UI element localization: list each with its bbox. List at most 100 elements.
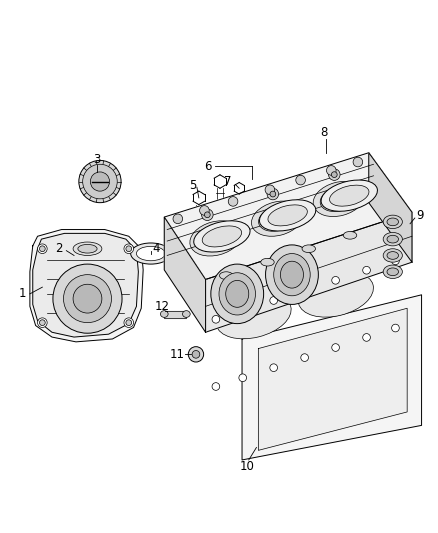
- Circle shape: [53, 264, 122, 333]
- Ellipse shape: [321, 180, 378, 211]
- Ellipse shape: [329, 185, 369, 206]
- Ellipse shape: [387, 235, 399, 243]
- Circle shape: [326, 166, 336, 175]
- Ellipse shape: [268, 205, 307, 226]
- Ellipse shape: [387, 252, 399, 259]
- Circle shape: [239, 306, 247, 314]
- Circle shape: [212, 316, 220, 323]
- Circle shape: [228, 197, 238, 206]
- Polygon shape: [369, 153, 412, 262]
- Circle shape: [392, 257, 399, 265]
- Text: 6: 6: [204, 160, 211, 173]
- Ellipse shape: [274, 254, 310, 296]
- Ellipse shape: [202, 226, 242, 247]
- Ellipse shape: [265, 245, 318, 304]
- Circle shape: [265, 185, 275, 195]
- Circle shape: [212, 383, 220, 390]
- Circle shape: [126, 246, 132, 252]
- Ellipse shape: [383, 232, 403, 246]
- Polygon shape: [205, 212, 412, 332]
- Text: 7: 7: [224, 175, 231, 188]
- Circle shape: [392, 324, 399, 332]
- Circle shape: [205, 212, 210, 217]
- Ellipse shape: [320, 187, 358, 212]
- Ellipse shape: [183, 311, 190, 317]
- Circle shape: [124, 244, 134, 254]
- Ellipse shape: [73, 242, 102, 255]
- Circle shape: [363, 334, 371, 341]
- Circle shape: [188, 346, 204, 362]
- Circle shape: [363, 266, 371, 274]
- Ellipse shape: [160, 311, 168, 317]
- Ellipse shape: [211, 264, 264, 324]
- Circle shape: [83, 164, 117, 199]
- Ellipse shape: [385, 218, 398, 225]
- Circle shape: [201, 209, 213, 221]
- Circle shape: [270, 364, 278, 372]
- Circle shape: [200, 206, 209, 215]
- Text: 5: 5: [189, 179, 197, 192]
- Text: 1: 1: [18, 287, 26, 301]
- Polygon shape: [164, 311, 186, 318]
- Ellipse shape: [387, 218, 399, 225]
- Circle shape: [90, 172, 110, 191]
- Circle shape: [39, 246, 45, 252]
- Circle shape: [39, 320, 45, 326]
- Ellipse shape: [302, 245, 315, 253]
- Circle shape: [124, 318, 134, 327]
- Circle shape: [328, 169, 340, 180]
- Ellipse shape: [78, 245, 97, 253]
- Ellipse shape: [226, 280, 249, 308]
- Circle shape: [64, 274, 112, 322]
- Ellipse shape: [131, 243, 171, 264]
- Ellipse shape: [280, 261, 304, 288]
- Ellipse shape: [194, 221, 250, 252]
- Ellipse shape: [258, 206, 296, 231]
- Ellipse shape: [219, 273, 255, 315]
- Text: 11: 11: [169, 348, 184, 361]
- Ellipse shape: [298, 271, 374, 317]
- Circle shape: [73, 284, 102, 313]
- Ellipse shape: [313, 181, 365, 216]
- Ellipse shape: [261, 259, 274, 266]
- Ellipse shape: [251, 201, 303, 236]
- Ellipse shape: [383, 265, 403, 279]
- Circle shape: [332, 344, 339, 351]
- Circle shape: [301, 287, 308, 294]
- Text: 10: 10: [240, 460, 254, 473]
- Circle shape: [192, 351, 200, 358]
- Circle shape: [296, 175, 305, 185]
- Polygon shape: [164, 153, 412, 279]
- Ellipse shape: [383, 249, 403, 262]
- Circle shape: [332, 277, 339, 284]
- Circle shape: [270, 191, 276, 197]
- Ellipse shape: [387, 268, 399, 276]
- Circle shape: [301, 354, 308, 361]
- Polygon shape: [164, 217, 205, 332]
- Ellipse shape: [137, 246, 165, 261]
- Circle shape: [353, 157, 363, 167]
- Circle shape: [38, 244, 47, 254]
- Ellipse shape: [216, 293, 291, 339]
- Text: 8: 8: [320, 126, 327, 139]
- Text: 9: 9: [416, 208, 424, 222]
- Circle shape: [79, 160, 121, 203]
- Circle shape: [267, 188, 279, 200]
- Circle shape: [270, 297, 278, 304]
- Circle shape: [173, 214, 183, 224]
- Ellipse shape: [197, 226, 234, 251]
- Text: 12: 12: [155, 300, 170, 313]
- Circle shape: [239, 374, 247, 382]
- Circle shape: [38, 318, 47, 327]
- Polygon shape: [33, 233, 138, 337]
- Ellipse shape: [259, 200, 316, 231]
- Text: 2: 2: [55, 242, 63, 255]
- Ellipse shape: [190, 221, 242, 256]
- Ellipse shape: [343, 231, 357, 239]
- Ellipse shape: [383, 215, 403, 229]
- Polygon shape: [242, 295, 421, 460]
- Polygon shape: [258, 308, 407, 450]
- Circle shape: [332, 172, 337, 177]
- Polygon shape: [30, 230, 143, 342]
- Text: 4: 4: [152, 242, 159, 255]
